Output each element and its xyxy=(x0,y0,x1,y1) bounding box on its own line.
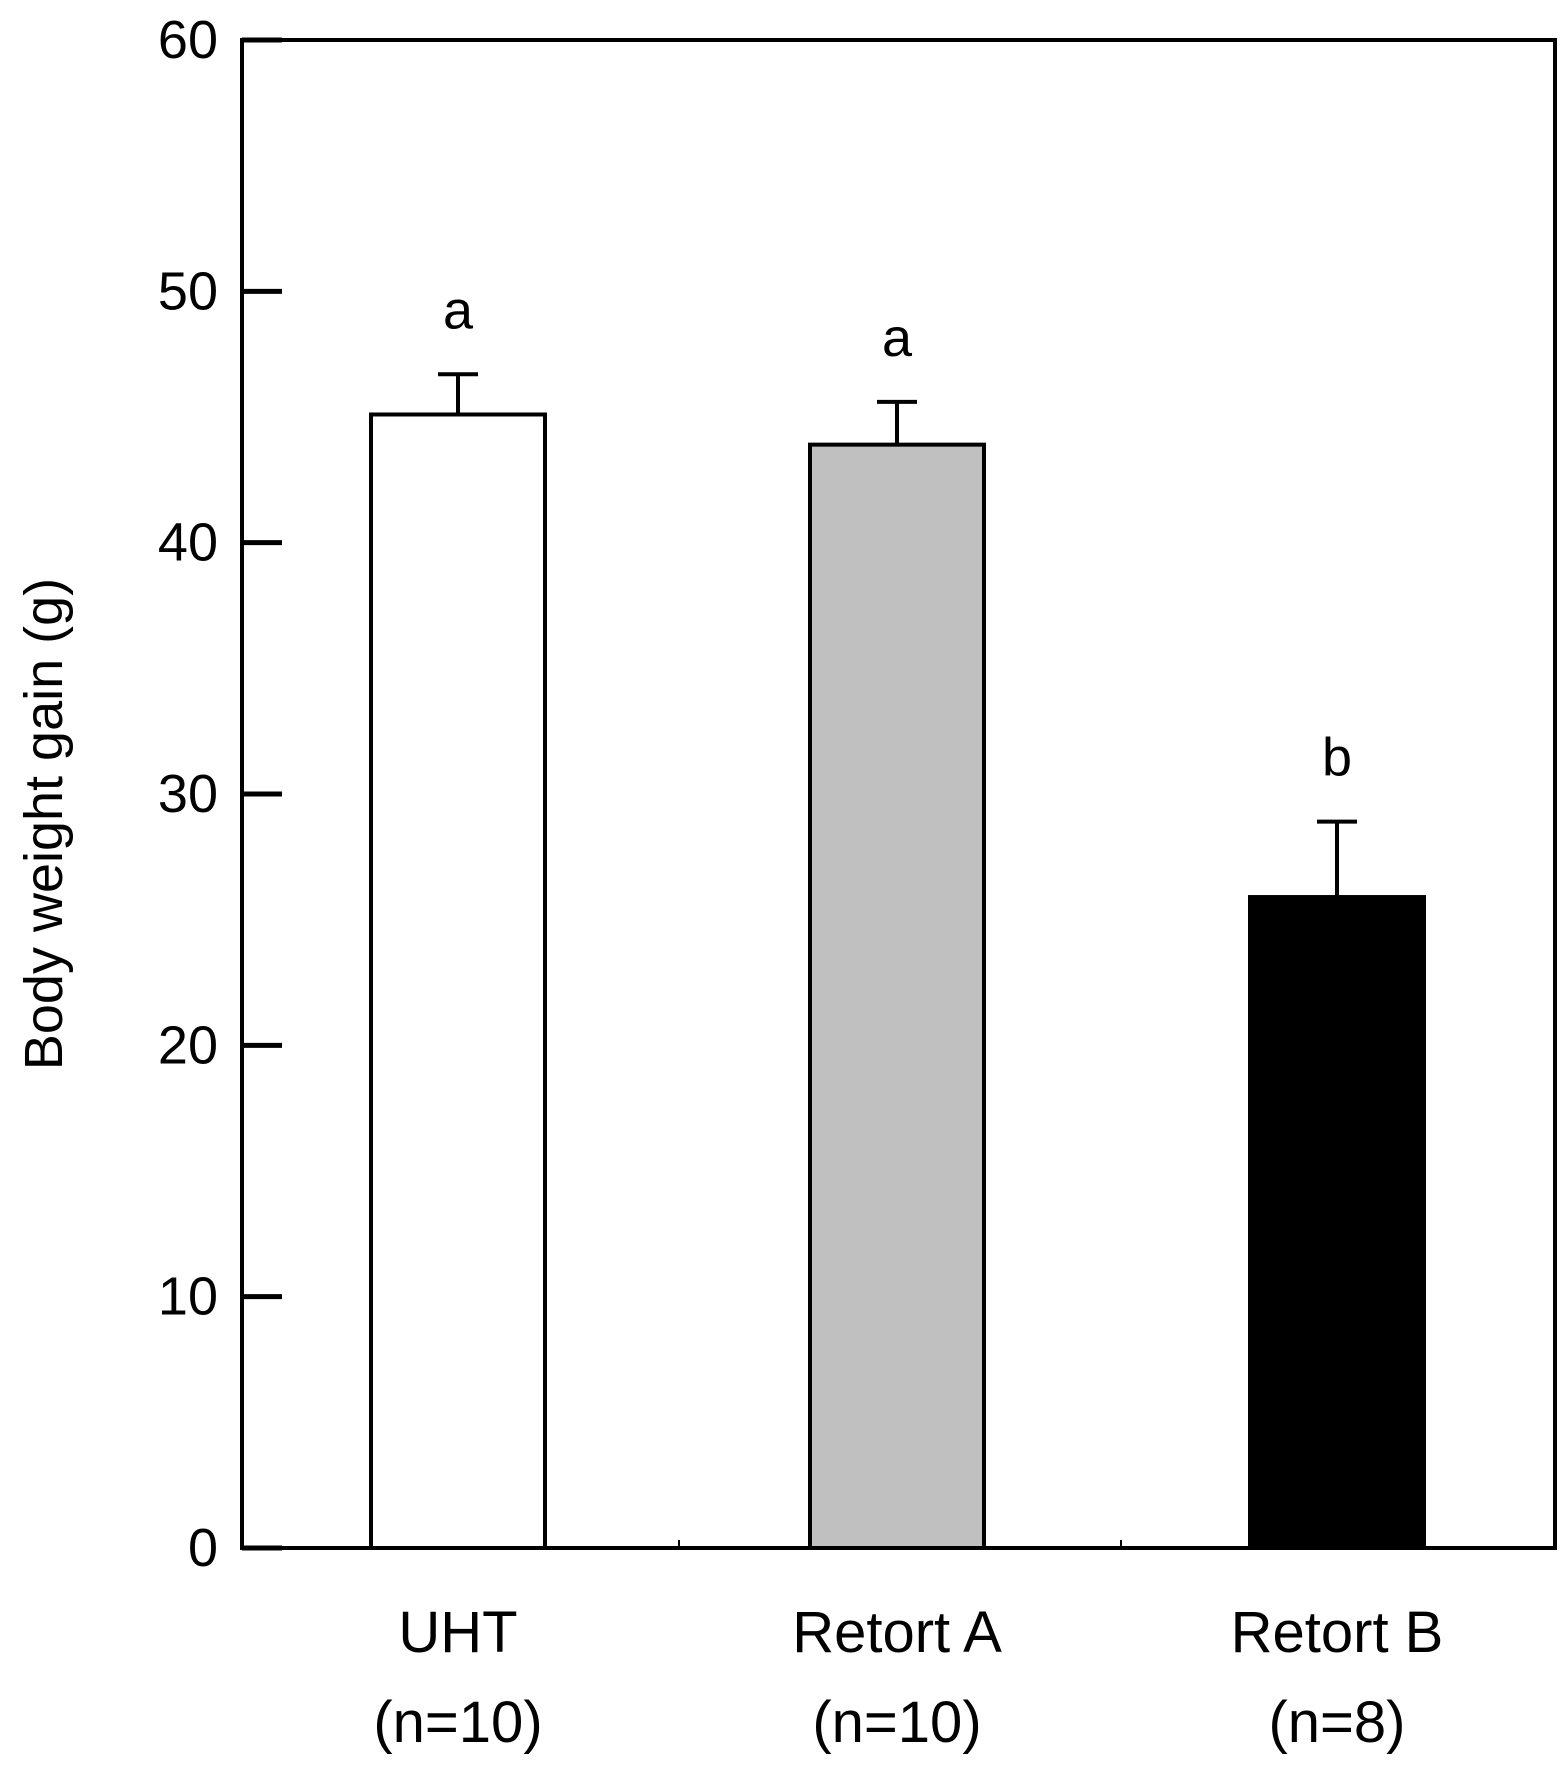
y-tick-label-4: 40 xyxy=(158,513,218,573)
x-tick-sublabel-2: (n=8) xyxy=(1268,1690,1405,1755)
y-axis-label: Body weight gain (g) xyxy=(14,578,74,1070)
error-bars-layer xyxy=(438,372,1357,898)
y-tick-label-1: 10 xyxy=(158,1267,218,1327)
x-axis: UHT (n=10) Retort A (n=10) Retort B (n=8) xyxy=(373,1540,1443,1755)
bar-0 xyxy=(369,412,547,1550)
significance-letter-1: a xyxy=(882,308,913,368)
y-axis: 0 10 20 30 40 50 60 xyxy=(158,10,282,1578)
y-tick-label-5: 50 xyxy=(158,261,218,321)
y-tick-label-2: 20 xyxy=(158,1015,218,1075)
y-tick-label-6: 60 xyxy=(158,10,218,70)
significance-letter-0: a xyxy=(443,280,474,340)
significance-letter-2: b xyxy=(1322,728,1352,788)
x-tick-sublabel-0: (n=10) xyxy=(373,1690,542,1755)
x-tick-sublabel-1: (n=10) xyxy=(812,1690,981,1755)
significance-letters: a a b xyxy=(443,280,1352,787)
bars-layer xyxy=(369,412,1426,1551)
bar-2 xyxy=(1248,895,1426,1550)
x-tick-label-2: Retort B xyxy=(1231,1600,1444,1665)
y-tick-label-3: 30 xyxy=(158,764,218,824)
bar-1 xyxy=(808,442,986,1551)
y-tick-label-0: 0 xyxy=(188,1518,218,1578)
x-tick-label-1: Retort A xyxy=(792,1600,1002,1665)
x-tick-label-0: UHT xyxy=(398,1600,517,1665)
